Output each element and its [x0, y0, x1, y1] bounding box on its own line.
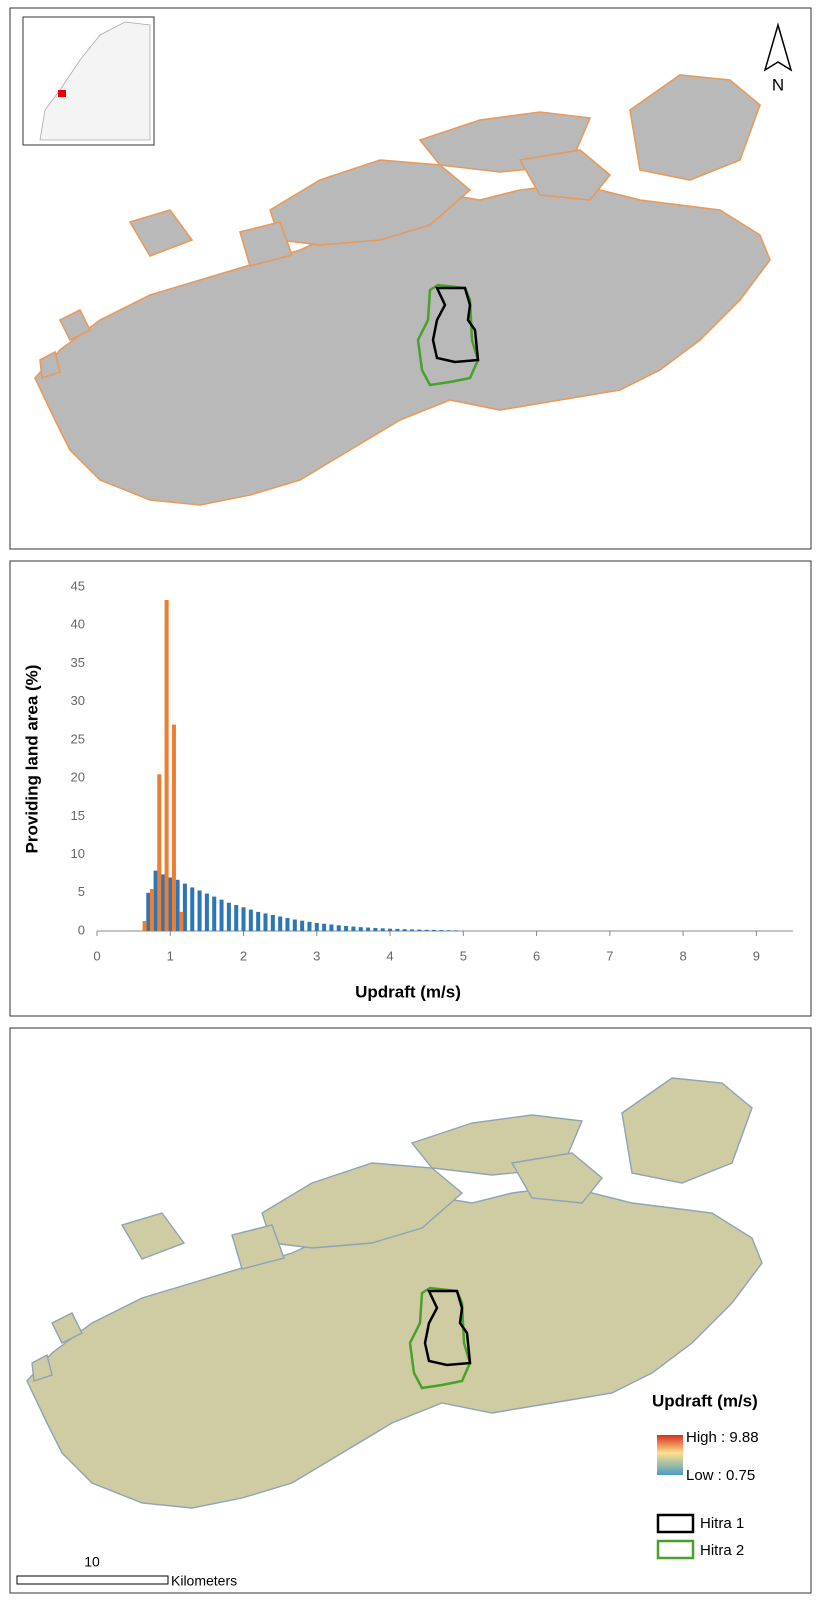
bar [285, 918, 289, 931]
bar [263, 913, 267, 931]
bar [315, 923, 319, 931]
bar [359, 927, 363, 931]
bar [179, 912, 183, 931]
legend-high: High : 9.88 [686, 1429, 759, 1446]
scale-unit: Kilometers [171, 1573, 237, 1589]
bar [205, 894, 209, 931]
bar [271, 915, 275, 931]
bar [143, 921, 147, 931]
bar [366, 928, 370, 931]
bar [154, 871, 158, 931]
x-tick-label: 1 [167, 948, 174, 963]
y-tick-label: 40 [71, 617, 85, 632]
bar [227, 903, 231, 931]
x-tick-label: 6 [533, 948, 540, 963]
x-tick-label: 9 [753, 948, 760, 963]
bar [150, 889, 154, 931]
legend-label: Hitra 2 [700, 1542, 744, 1559]
y-tick-label: 0 [78, 922, 85, 937]
figure: N 0510152025303540450123456789 Updraft (… [0, 0, 827, 1599]
x-tick-label: 0 [93, 948, 100, 963]
scale-value: 10 [84, 1554, 100, 1570]
legend-swatch [658, 1515, 693, 1532]
bar [212, 897, 216, 931]
bar [220, 900, 224, 931]
bar [234, 905, 238, 931]
x-tick-label: 7 [606, 948, 613, 963]
y-tick-label: 15 [71, 808, 85, 823]
bar [403, 929, 407, 931]
legend-title: Updraft (m/s) [652, 1391, 758, 1410]
bar [410, 929, 414, 931]
bar [381, 928, 385, 931]
bar [300, 921, 304, 931]
y-tick-label: 25 [71, 731, 85, 746]
bar [176, 880, 180, 931]
legend-low: Low : 0.75 [686, 1467, 755, 1484]
bar [242, 907, 246, 931]
bar [146, 893, 150, 931]
bar [395, 929, 399, 931]
x-tick-label: 2 [240, 948, 247, 963]
bar [183, 884, 187, 931]
x-tick-label: 5 [460, 948, 467, 963]
bar [161, 874, 165, 931]
bar [432, 930, 436, 931]
bar [329, 925, 333, 931]
y-tick-label: 10 [71, 846, 85, 861]
bar [344, 926, 348, 931]
bar [322, 924, 326, 931]
bar [307, 922, 311, 931]
bar [172, 725, 176, 931]
legend-swatch [658, 1541, 693, 1558]
bar [373, 928, 377, 931]
bar [168, 877, 172, 931]
y-tick-label: 45 [71, 578, 85, 593]
bar [417, 930, 421, 931]
x-axis-label: Updraft (m/s) [355, 982, 461, 1001]
x-tick-label: 4 [386, 948, 393, 963]
bar [293, 920, 297, 931]
bar [439, 930, 443, 931]
x-tick-label: 8 [679, 948, 686, 963]
inset-location [58, 90, 66, 97]
bar [190, 887, 194, 931]
bar [337, 925, 341, 931]
bar [351, 927, 355, 931]
y-axis-label: Providing land area (%) [22, 665, 41, 854]
x-tick-label: 3 [313, 948, 320, 963]
legend-label: Hitra 1 [700, 1515, 744, 1532]
bar [256, 912, 260, 931]
bar [165, 600, 169, 931]
bar [388, 929, 392, 931]
scale-bar [17, 1576, 168, 1584]
y-tick-label: 20 [71, 770, 85, 785]
bar [454, 930, 458, 931]
bar [157, 774, 161, 931]
y-tick-label: 5 [78, 884, 85, 899]
bar [425, 930, 429, 931]
bar [249, 910, 253, 931]
chart-panel [10, 561, 811, 1016]
bar [447, 930, 451, 931]
y-tick-label: 30 [71, 693, 85, 708]
bar [278, 916, 282, 931]
north-label: N [772, 75, 784, 94]
bar [198, 890, 202, 931]
legend-ramp [657, 1435, 683, 1475]
y-tick-label: 35 [71, 655, 85, 670]
